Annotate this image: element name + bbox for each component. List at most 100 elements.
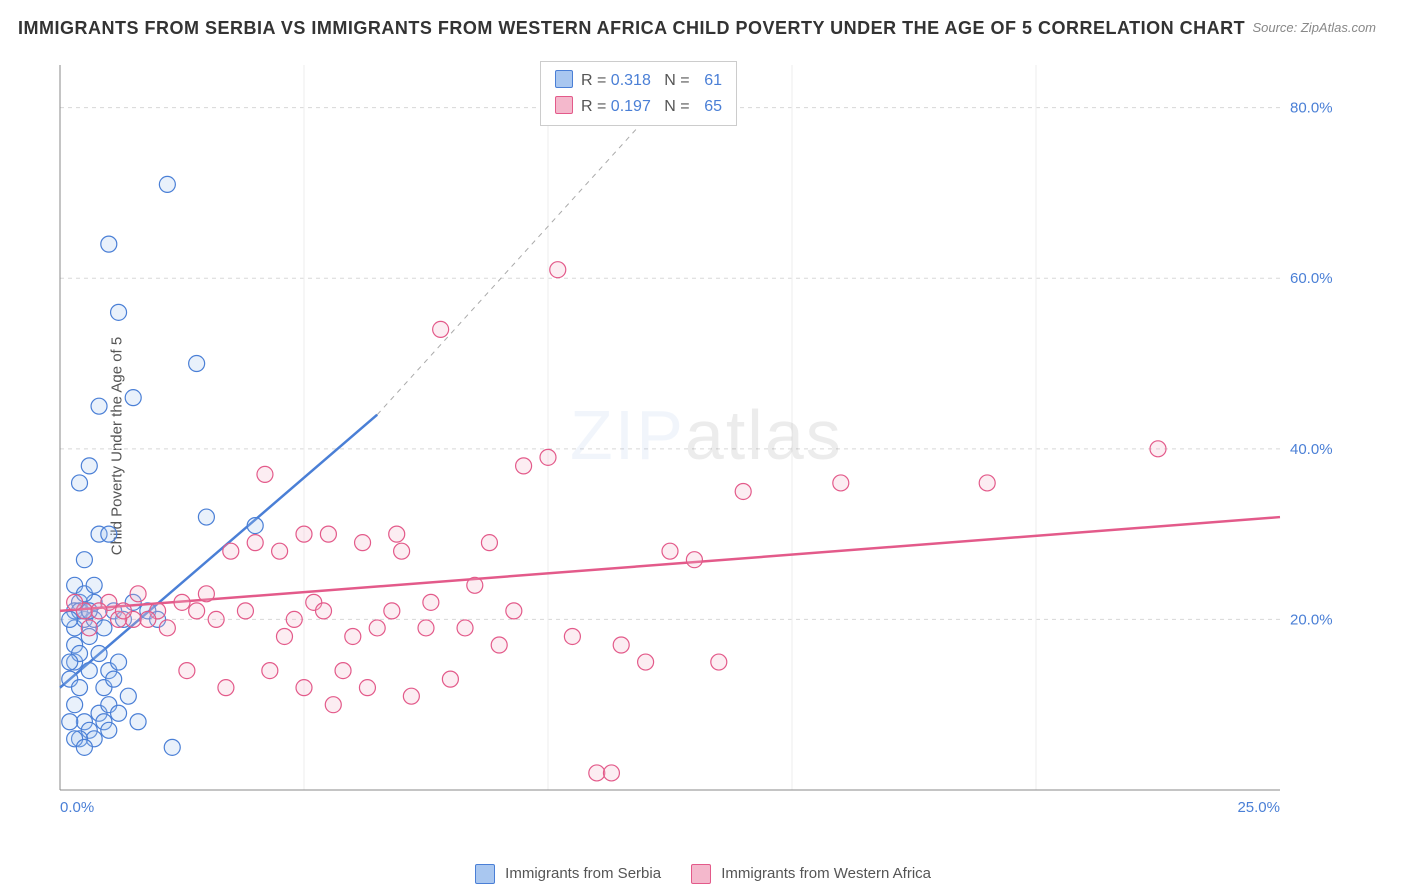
scatter-point bbox=[67, 594, 83, 610]
stats-r-value: 0.197 bbox=[611, 98, 651, 115]
scatter-point bbox=[335, 663, 351, 679]
scatter-point bbox=[106, 671, 122, 687]
scatter-point bbox=[403, 688, 419, 704]
scatter-point bbox=[394, 543, 410, 559]
scatter-point bbox=[272, 543, 288, 559]
scatter-point bbox=[81, 663, 97, 679]
stats-r-label: R = bbox=[581, 72, 611, 89]
scatter-point bbox=[418, 620, 434, 636]
scatter-point bbox=[237, 603, 253, 619]
scatter-point bbox=[345, 628, 361, 644]
y-tick-label: 20.0% bbox=[1290, 611, 1333, 628]
scatter-point bbox=[91, 646, 107, 662]
scatter-point bbox=[67, 697, 83, 713]
x-tick-label: 25.0% bbox=[1237, 799, 1280, 816]
scatter-point bbox=[355, 535, 371, 551]
legend-swatch-serbia bbox=[475, 864, 495, 884]
scatter-point bbox=[662, 543, 678, 559]
scatter-point bbox=[442, 671, 458, 687]
scatter-point bbox=[159, 620, 175, 636]
scatter-point bbox=[257, 466, 273, 482]
scatter-point bbox=[179, 663, 195, 679]
scatter-point bbox=[1150, 441, 1166, 457]
scatter-point bbox=[189, 356, 205, 372]
scatter-plot: 20.0%40.0%60.0%80.0%0.0%25.0% ZIPatlas R… bbox=[50, 55, 1350, 830]
scatter-point bbox=[359, 680, 375, 696]
scatter-point bbox=[130, 586, 146, 602]
scatter-point bbox=[76, 739, 92, 755]
scatter-point bbox=[481, 535, 497, 551]
x-tick-label: 0.0% bbox=[60, 799, 94, 816]
scatter-point bbox=[262, 663, 278, 679]
scatter-point bbox=[506, 603, 522, 619]
chart-title: IMMIGRANTS FROM SERBIA VS IMMIGRANTS FRO… bbox=[18, 18, 1245, 39]
stats-row: R = 0.197 N = 65 bbox=[555, 94, 722, 120]
scatter-point bbox=[111, 654, 127, 670]
scatter-point bbox=[296, 680, 312, 696]
scatter-point bbox=[164, 739, 180, 755]
scatter-point bbox=[81, 620, 97, 636]
scatter-point bbox=[72, 475, 88, 491]
stats-n-value: 65 bbox=[694, 94, 722, 120]
scatter-point bbox=[96, 620, 112, 636]
scatter-point bbox=[735, 483, 751, 499]
y-tick-label: 60.0% bbox=[1290, 270, 1333, 287]
stats-n-label: N = bbox=[664, 72, 694, 89]
scatter-point bbox=[325, 697, 341, 713]
scatter-point bbox=[101, 722, 117, 738]
scatter-point bbox=[389, 526, 405, 542]
scatter-point bbox=[159, 176, 175, 192]
scatter-point bbox=[91, 398, 107, 414]
scatter-point bbox=[320, 526, 336, 542]
stats-n-value: 61 bbox=[694, 68, 722, 94]
scatter-point bbox=[686, 552, 702, 568]
scatter-point bbox=[613, 637, 629, 653]
scatter-point bbox=[711, 654, 727, 670]
scatter-point bbox=[433, 321, 449, 337]
scatter-point bbox=[540, 449, 556, 465]
legend-label-wafrica: Immigrants from Western Africa bbox=[721, 865, 931, 882]
legend-swatch-wafrica bbox=[691, 864, 711, 884]
scatter-point bbox=[115, 603, 131, 619]
stats-n-label: N = bbox=[664, 98, 694, 115]
scatter-point bbox=[62, 714, 78, 730]
scatter-point bbox=[86, 577, 102, 593]
stats-row: R = 0.318 N = 61 bbox=[555, 68, 722, 94]
stats-r-value: 0.318 bbox=[611, 72, 651, 89]
scatter-point bbox=[467, 577, 483, 593]
scatter-point bbox=[140, 611, 156, 627]
y-tick-label: 80.0% bbox=[1290, 100, 1333, 117]
scatter-point bbox=[638, 654, 654, 670]
stats-swatch bbox=[555, 96, 573, 114]
scatter-point bbox=[457, 620, 473, 636]
scatter-point bbox=[130, 714, 146, 730]
scatter-point bbox=[62, 611, 78, 627]
scatter-point bbox=[247, 518, 263, 534]
correlation-stats-box: R = 0.318 N = 61R = 0.197 N = 65 bbox=[540, 61, 737, 126]
legend-item-serbia: Immigrants from Serbia bbox=[475, 864, 661, 884]
scatter-point bbox=[833, 475, 849, 491]
scatter-point bbox=[120, 688, 136, 704]
scatter-point bbox=[276, 628, 292, 644]
scatter-point bbox=[589, 765, 605, 781]
scatter-point bbox=[81, 458, 97, 474]
scatter-point bbox=[101, 236, 117, 252]
scatter-point bbox=[174, 594, 190, 610]
scatter-point bbox=[384, 603, 400, 619]
stats-r-label: R = bbox=[581, 98, 611, 115]
scatter-point bbox=[218, 680, 234, 696]
scatter-point bbox=[198, 586, 214, 602]
y-tick-label: 40.0% bbox=[1290, 441, 1333, 458]
scatter-point bbox=[111, 304, 127, 320]
scatter-point bbox=[603, 765, 619, 781]
scatter-point bbox=[101, 526, 117, 542]
source-attribution: Source: ZipAtlas.com bbox=[1252, 20, 1376, 35]
scatter-point bbox=[316, 603, 332, 619]
scatter-point bbox=[91, 603, 107, 619]
scatter-point bbox=[516, 458, 532, 474]
legend-item-wafrica: Immigrants from Western Africa bbox=[691, 864, 931, 884]
scatter-point bbox=[198, 509, 214, 525]
stats-swatch bbox=[555, 70, 573, 88]
scatter-point bbox=[72, 680, 88, 696]
legend: Immigrants from Serbia Immigrants from W… bbox=[475, 864, 931, 884]
